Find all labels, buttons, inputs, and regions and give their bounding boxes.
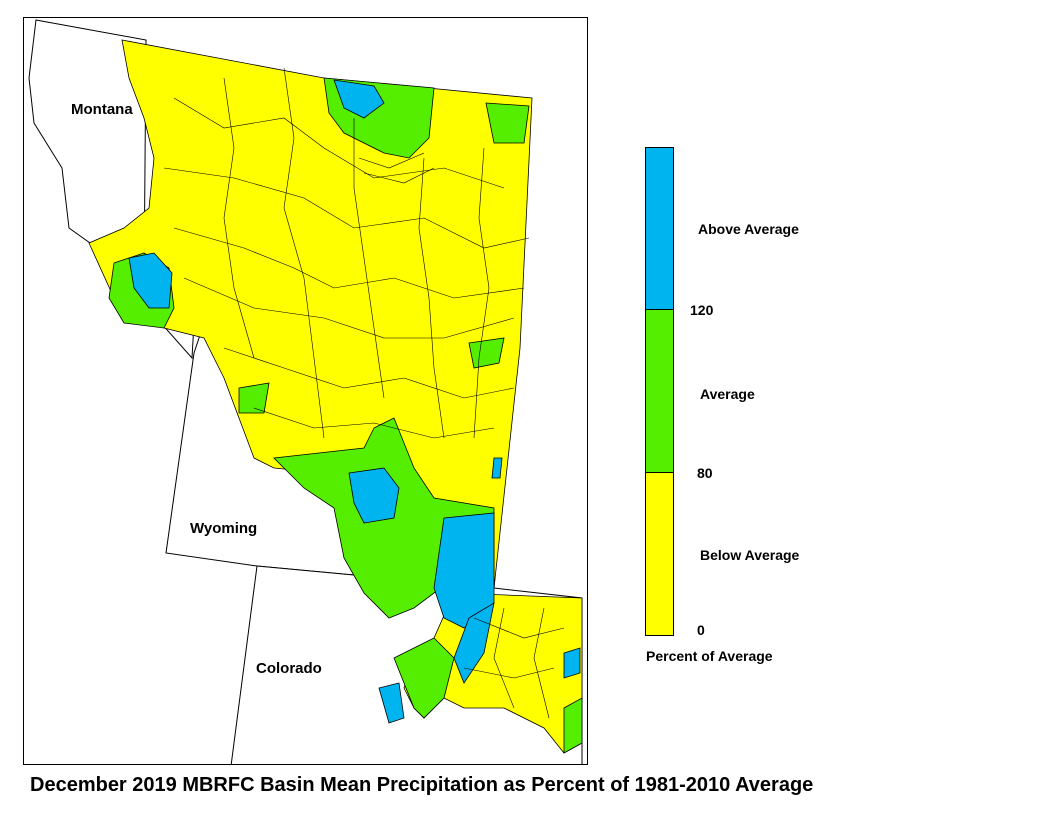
basin-region-average-7	[238, 382, 270, 414]
legend-label-above: Above Average	[698, 221, 799, 237]
legend-break-80: 80	[697, 465, 713, 481]
map-title: December 2019 MBRFC Basin Mean Precipita…	[30, 774, 814, 796]
basin-region-average-2	[485, 102, 530, 144]
basin-region-above-4	[433, 512, 495, 629]
state-label-montana: Montana	[71, 101, 133, 118]
state-label-colorado: Colorado	[256, 660, 322, 677]
map-frame: Montana Wyoming Colorado	[23, 17, 588, 765]
basin-region-above-6	[378, 682, 405, 724]
basin-region-above-5	[453, 602, 495, 684]
basin-region-above-3	[348, 467, 400, 524]
legend-swatch-above	[645, 147, 674, 310]
legend-break-0: 0	[697, 622, 705, 638]
basin-region-average-8	[563, 697, 583, 754]
legend-break-120: 120	[690, 302, 714, 318]
basin-region-above-7	[491, 457, 503, 479]
sub-basin-boundaries	[163, 67, 565, 719]
basin-region-average-5	[393, 637, 455, 719]
legend-title: Percent of Average	[646, 648, 773, 664]
basin-region-above-8	[563, 647, 581, 679]
basin-region-above-2	[128, 252, 173, 309]
legend-swatch-average	[645, 309, 674, 473]
state-label-wyoming: Wyoming	[190, 520, 258, 537]
basin-map	[28, 19, 583, 764]
legend-swatch-below	[645, 472, 674, 636]
legend-label-below: Below Average	[700, 547, 800, 563]
basin-region-above-1	[333, 79, 385, 119]
basin-region-average-6	[468, 337, 505, 369]
legend-label-average: Average	[700, 386, 755, 402]
